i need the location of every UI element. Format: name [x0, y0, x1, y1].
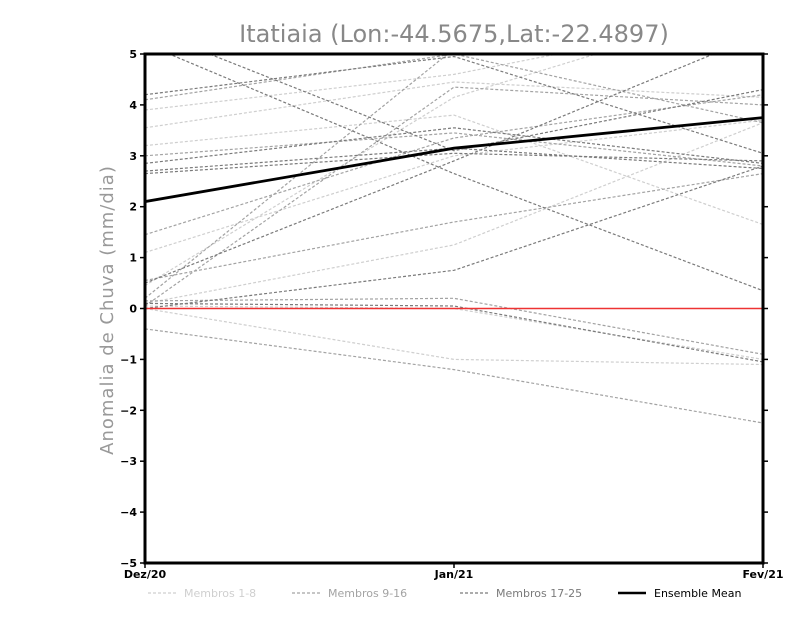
- member-series-line-3: [145, 114, 763, 226]
- member-series-line-12: [145, 173, 763, 282]
- member-series-line-15: [145, 328, 763, 424]
- member-series-line-20: [145, 54, 716, 284]
- y-tick-label: 1: [129, 252, 137, 265]
- ensemble-mean-layer: [145, 116, 763, 203]
- member-series-line-2: [145, 81, 763, 129]
- member-series-line-18: [145, 127, 763, 164]
- member-series-line-11: [145, 94, 763, 236]
- legend: Membros 1-8 Membros 9-16 Membros 17-25 Ense…: [148, 587, 741, 600]
- x-tick-label: Fev/21: [742, 568, 783, 581]
- member-series-line-21: [145, 165, 763, 310]
- ensemble-mean-line: [145, 116, 763, 203]
- member-series-line-6: [145, 122, 763, 304]
- member-series-line-25: [207, 54, 763, 152]
- y-tick-label: −2: [120, 404, 137, 417]
- member-series-line-8: [145, 305, 763, 360]
- member-series-line-13: [145, 54, 449, 299]
- y-tick-label: −4: [120, 506, 137, 519]
- legend-label: Membros 9-16: [328, 587, 407, 600]
- member-series-line-24: [145, 152, 763, 175]
- y-axis-label: Anomalia de Chuva (mm/dia): [97, 165, 118, 455]
- member-series-line-16: [145, 86, 763, 307]
- x-tick-label: Dez/20: [124, 568, 167, 581]
- member-series-line-23: [167, 54, 763, 292]
- member-series-line-4: [145, 54, 599, 287]
- y-tick-label: −5: [120, 557, 137, 570]
- legend-label: Membros 17-25: [496, 587, 582, 600]
- y-tick-label: 5: [129, 48, 137, 61]
- member-series-line-7: [145, 307, 763, 366]
- series-layer: [145, 54, 763, 424]
- y-tick-label: −1: [120, 353, 137, 366]
- y-tick-label: 0: [129, 303, 137, 316]
- x-tick-label: Jan/21: [434, 568, 474, 581]
- y-tick-label: 3: [129, 150, 137, 163]
- legend-label: Membros 1-8: [184, 587, 256, 600]
- legend-label: Ensemble Mean: [654, 587, 741, 600]
- y-axis: −5 −4 −3 −2 −1 0 1 2 3 4 5: [120, 48, 768, 570]
- y-tick-label: −3: [120, 455, 137, 468]
- member-series-line-22: [145, 302, 763, 363]
- y-tick-label: 2: [129, 201, 137, 214]
- member-series-line-5: [145, 119, 763, 254]
- y-tick-label: 4: [129, 99, 137, 112]
- chart-title: Itatiaia (Lon:-44.5675,Lat:-22.4897): [239, 20, 669, 48]
- member-series-line-1: [145, 54, 561, 111]
- member-series-line-9: [145, 54, 763, 124]
- x-axis: Dez/20 Jan/21 Fev/21: [124, 563, 784, 581]
- member-series-line-10: [145, 132, 763, 167]
- member-series-line-17: [145, 55, 763, 154]
- member-series-line-19: [145, 147, 763, 172]
